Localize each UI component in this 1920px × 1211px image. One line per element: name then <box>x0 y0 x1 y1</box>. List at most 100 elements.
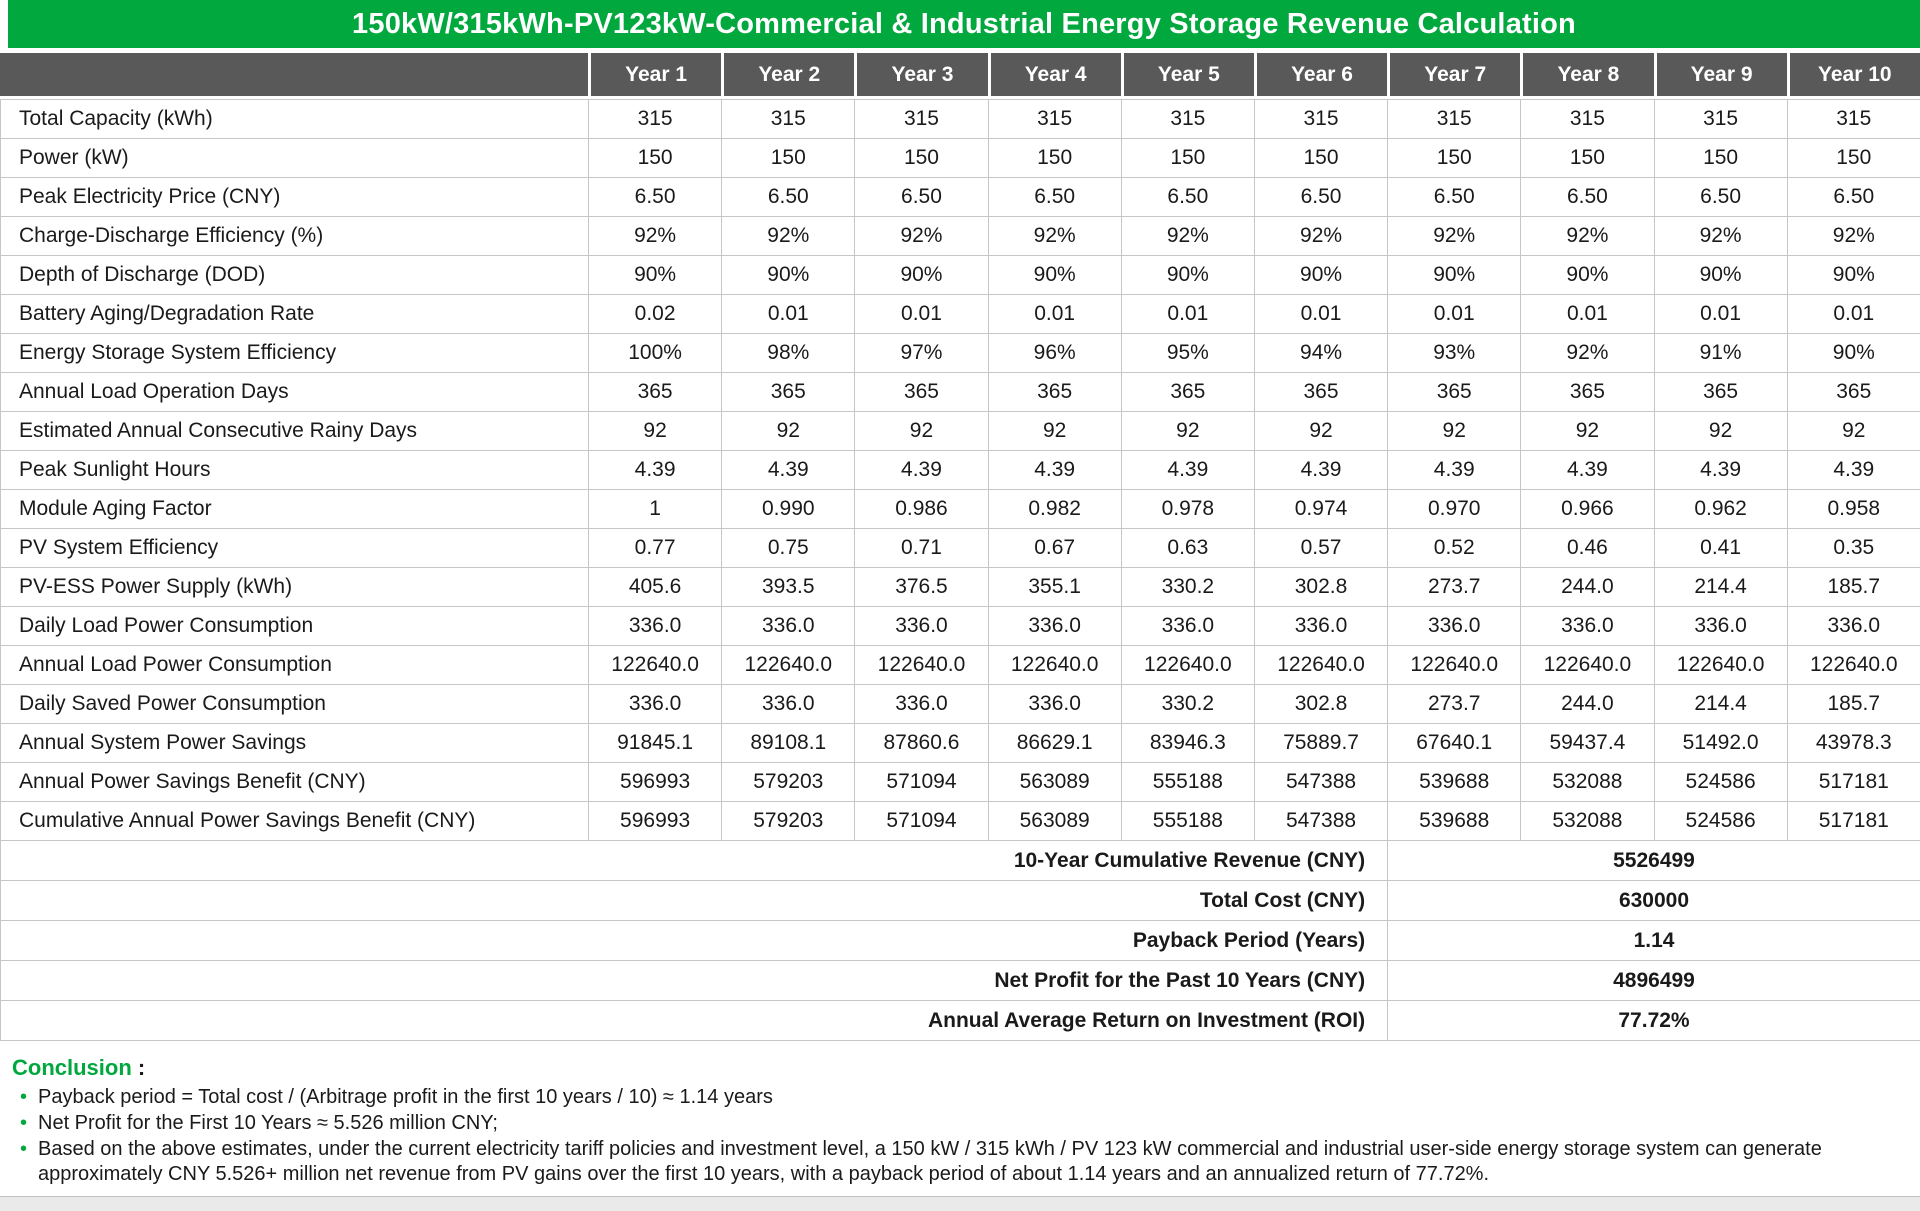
value-cell: 90% <box>721 255 856 295</box>
summary-label: Net Profit for the Past 10 Years (CNY) <box>0 960 1389 1001</box>
value-cell: 524586 <box>1653 762 1788 802</box>
table-row: Annual Load Operation Days 365 365 365 365 36… <box>0 372 1920 412</box>
value-cell: 315 <box>721 99 856 139</box>
value-cell: 336.0 <box>987 684 1122 724</box>
value-cell: 150 <box>987 138 1122 178</box>
value-cell: 336.0 <box>854 684 989 724</box>
value-cell: 405.6 <box>587 567 723 607</box>
summary-label: Total Cost (CNY) <box>0 880 1389 921</box>
value-cell: 122640.0 <box>1520 645 1655 685</box>
value-cell: 4.39 <box>1786 450 1920 490</box>
value-cell: 0.01 <box>1120 294 1255 334</box>
row-label: Cumulative Annual Power Savings Benefit … <box>0 801 589 841</box>
value-cell: 6.50 <box>1120 177 1255 217</box>
value-cell: 0.75 <box>721 528 856 568</box>
value-cell: 92% <box>1520 216 1655 256</box>
value-cell: 150 <box>1387 138 1522 178</box>
table-row: Charge-Discharge Efficiency (%) 92% 92% 92%… <box>0 216 1920 256</box>
value-cell: 51492.0 <box>1653 723 1788 763</box>
value-cell: 214.4 <box>1653 684 1788 724</box>
summary-label: 10-Year Cumulative Revenue (CNY) <box>0 840 1389 881</box>
value-cell: 0.982 <box>987 489 1122 529</box>
value-cell: 59437.4 <box>1520 723 1655 763</box>
value-cell: 539688 <box>1387 801 1522 841</box>
value-cell: 98% <box>721 333 856 373</box>
value-cell: 365 <box>1786 372 1920 412</box>
value-cell: 4.39 <box>587 450 723 490</box>
value-cell: 92 <box>587 411 723 451</box>
row-label: Total Capacity (kWh) <box>0 99 589 139</box>
value-cell: 122640.0 <box>854 645 989 685</box>
value-cell: 0.990 <box>721 489 856 529</box>
value-cell: 6.50 <box>1387 177 1522 217</box>
value-cell: 336.0 <box>587 606 723 646</box>
value-cell: 0.77 <box>587 528 723 568</box>
year-header: Year 3 <box>854 53 987 96</box>
value-cell: 336.0 <box>1520 606 1655 646</box>
value-cell: 92 <box>1120 411 1255 451</box>
value-cell: 336.0 <box>987 606 1122 646</box>
value-cell: 6.50 <box>587 177 723 217</box>
value-cell: 336.0 <box>721 606 856 646</box>
value-cell: 0.01 <box>854 294 989 334</box>
value-cell: 4.39 <box>1387 450 1522 490</box>
value-cell: 524586 <box>1653 801 1788 841</box>
value-cell: 92 <box>1253 411 1389 451</box>
value-cell: 92% <box>1786 216 1920 256</box>
value-cell: 336.0 <box>854 606 989 646</box>
summary-row: 10-Year Cumulative Revenue (CNY) 5526499 <box>0 840 1920 881</box>
value-cell: 579203 <box>721 762 856 802</box>
year-header: Year 8 <box>1520 53 1653 96</box>
year-header: Year 10 <box>1786 53 1920 96</box>
value-cell: 579203 <box>721 801 856 841</box>
year-header: Year 2 <box>721 53 854 96</box>
value-cell: 571094 <box>854 762 989 802</box>
value-cell: 0.958 <box>1786 489 1920 529</box>
value-cell: 122640.0 <box>1653 645 1788 685</box>
summary-row: Net Profit for the Past 10 Years (CNY) 48… <box>0 960 1920 1001</box>
value-cell: 315 <box>1786 99 1920 139</box>
value-cell: 330.2 <box>1120 567 1255 607</box>
value-cell: 336.0 <box>1653 606 1788 646</box>
value-cell: 315 <box>1120 99 1255 139</box>
summary-value: 1.14 <box>1387 920 1920 961</box>
value-cell: 547388 <box>1253 762 1389 802</box>
table-row: Battery Aging/Degradation Rate 0.02 0.01 0.… <box>0 294 1920 334</box>
row-label: Daily Load Power Consumption <box>0 606 589 646</box>
value-cell: 315 <box>854 99 989 139</box>
value-cell: 90% <box>1520 255 1655 295</box>
value-cell: 0.978 <box>1120 489 1255 529</box>
value-cell: 365 <box>1253 372 1389 412</box>
year-header-spacer <box>0 53 588 96</box>
value-cell: 315 <box>1253 99 1389 139</box>
conclusion-bullet: Net Profit for the First 10 Years ≈ 5.52… <box>12 1111 1906 1136</box>
table-row: Daily Saved Power Consumption 336.0 336.0 3… <box>0 684 1920 724</box>
value-cell: 150 <box>587 138 723 178</box>
value-cell: 6.50 <box>721 177 856 217</box>
value-cell: 0.71 <box>854 528 989 568</box>
value-cell: 86629.1 <box>987 723 1122 763</box>
value-cell: 92 <box>987 411 1122 451</box>
row-label: PV-ESS Power Supply (kWh) <box>0 567 589 607</box>
conclusion-bullet: Payback period = Total cost / (Arbitrage… <box>12 1085 1906 1110</box>
value-cell: 87860.6 <box>854 723 989 763</box>
footer-strip <box>0 1196 1920 1211</box>
value-cell: 547388 <box>1253 801 1389 841</box>
value-cell: 596993 <box>587 801 723 841</box>
value-cell: 96% <box>987 333 1122 373</box>
table-row: Total Capacity (kWh) 315 315 315 315 315 315 31… <box>0 99 1920 139</box>
summary-row: Annual Average Return on Investment (ROI… <box>0 1000 1920 1041</box>
value-cell: 539688 <box>1387 762 1522 802</box>
table-row: Peak Sunlight Hours 4.39 4.39 4.39 4.39 4.39 4… <box>0 450 1920 490</box>
value-cell: 6.50 <box>1653 177 1788 217</box>
row-label: Module Aging Factor <box>0 489 589 529</box>
value-cell: 6.50 <box>854 177 989 217</box>
row-label: Estimated Annual Consecutive Rainy Days <box>0 411 589 451</box>
table-row: Cumulative Annual Power Savings Benefit … <box>0 801 1920 841</box>
value-cell: 0.986 <box>854 489 989 529</box>
summary-row: Total Cost (CNY) 630000 <box>0 880 1920 921</box>
title-bar: 150kW/315kWh-PV123kW-Commercial & Indust… <box>8 0 1920 48</box>
value-cell: 365 <box>854 372 989 412</box>
value-cell: 4.39 <box>721 450 856 490</box>
value-cell: 365 <box>1120 372 1255 412</box>
